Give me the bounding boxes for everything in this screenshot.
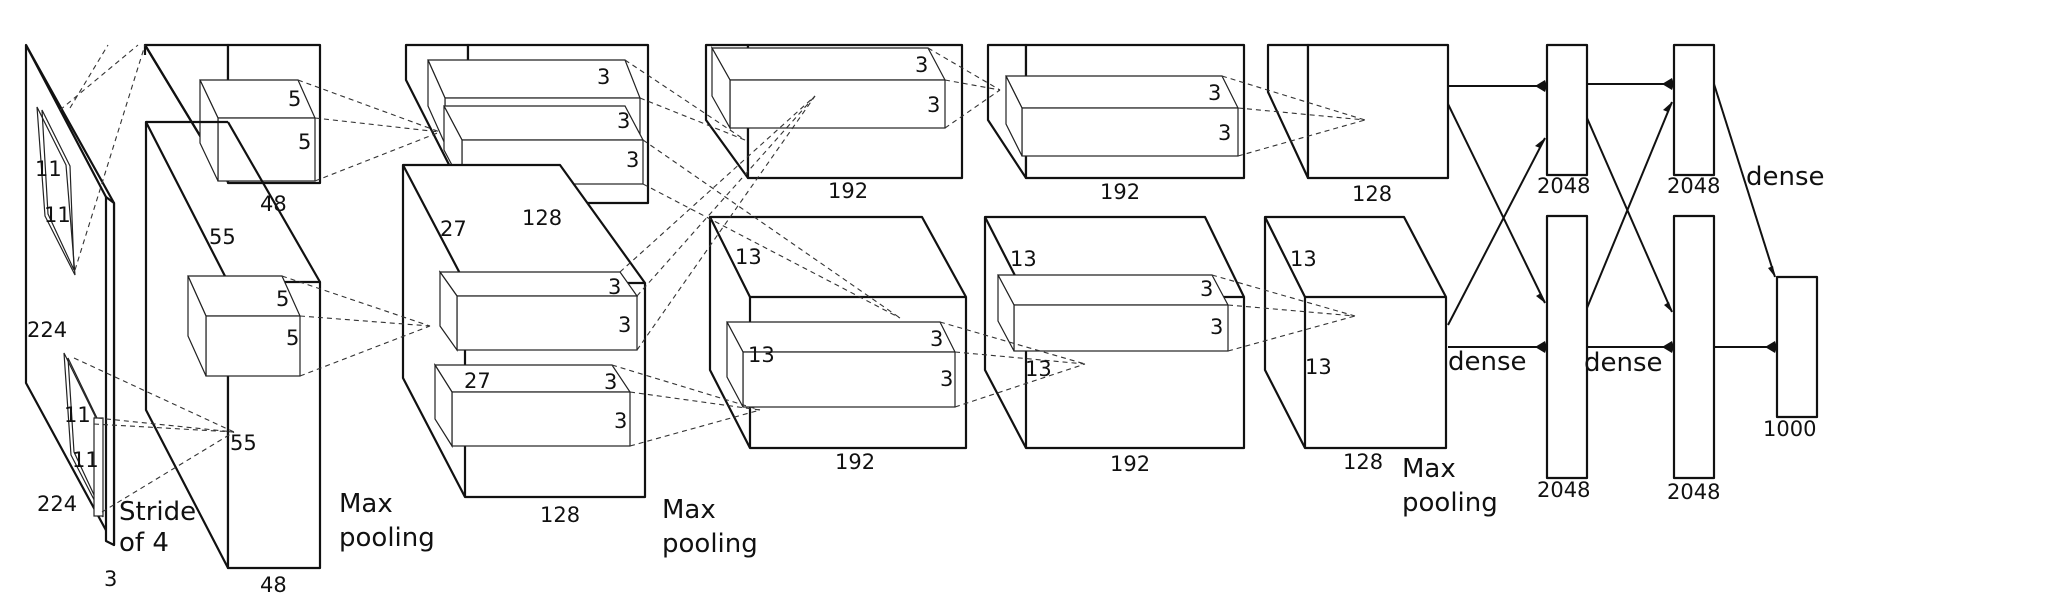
conv2-depth-top: 128 — [522, 206, 562, 230]
conv4-k1a: 3 — [1208, 81, 1221, 105]
conv2-k4a: 3 — [614, 409, 627, 433]
conv3-k2a: 3 — [930, 327, 943, 351]
dense-label-fc7: dense — [1584, 348, 1663, 378]
conv1-top-block — [143, 43, 322, 185]
conv4-bottom-block — [983, 215, 1246, 450]
conv5-spatial: 13 — [1290, 247, 1317, 271]
input-channels-label: 3 — [104, 567, 117, 591]
conv2-k3b: 3 — [604, 370, 617, 394]
input-kernel2-h-label: 11 — [64, 403, 91, 427]
conv2-spatial: 27 — [440, 217, 467, 241]
conv2-k1a: 3 — [597, 65, 610, 89]
input-width-label: 224 — [37, 492, 77, 516]
conv3-depth-top: 192 — [828, 179, 868, 203]
output-bar — [1775, 275, 1819, 419]
fc7-bottom-label: 2048 — [1667, 480, 1720, 504]
conv1-depth-bottom: 48 — [260, 573, 287, 597]
conv2-pool-line2: pooling — [662, 529, 758, 559]
receptive-field-lines — [59, 44, 1366, 513]
conv4-k1b: 3 — [1218, 121, 1231, 145]
input-layer — [24, 43, 116, 547]
conv4-top-block — [986, 43, 1246, 180]
conv4-spatial: 13 — [1010, 247, 1037, 271]
conv5-depth-top: 128 — [1352, 182, 1392, 206]
conv3-k1a: 3 — [915, 53, 928, 77]
conv2-bottom-block — [401, 163, 647, 499]
conv2-spatial-bottom: 27 — [464, 369, 491, 393]
conv4-depth-bottom: 192 — [1110, 452, 1150, 476]
fc6-top-label: 2048 — [1537, 174, 1590, 198]
conv1-spatial: 55 — [209, 225, 236, 249]
conv1-bottom-block — [144, 120, 322, 570]
conv3-top-block — [704, 43, 964, 180]
fc7-top-bar — [1672, 43, 1716, 177]
conv2-k2b: 3 — [608, 275, 621, 299]
conv5-top-block — [1266, 43, 1450, 180]
fc6-bottom-label: 2048 — [1537, 478, 1590, 502]
stride-label-line2: of 4 — [119, 528, 169, 558]
input-kernel-h-label: 11 — [35, 157, 62, 181]
conv3-k2b: 3 — [940, 367, 953, 391]
conv5-pool-line2: pooling — [1402, 488, 1498, 518]
conv3-spatial: 13 — [735, 245, 762, 269]
conv3-bottom-block — [708, 215, 968, 450]
fc7-top-label: 2048 — [1667, 174, 1720, 198]
conv1-kernel-top-b: 5 — [298, 130, 311, 154]
conv4-k2b: 3 — [1210, 315, 1223, 339]
conv2-k1b: 3 — [617, 109, 630, 133]
conv4-k2a: 3 — [1200, 277, 1213, 301]
fc6-top-bar — [1545, 43, 1589, 177]
conv2-pool-line1: Max — [662, 495, 716, 525]
conv1-pool-line2: pooling — [339, 523, 435, 553]
input-height-label: 224 — [27, 318, 67, 342]
input-kernel2-w-label: 11 — [72, 448, 99, 472]
labels: 11 11 224 11 11 224 Stride of 4 3 5 5 48… — [27, 53, 1825, 597]
conv5-bottom-block — [1263, 215, 1448, 450]
dense-label-output: dense — [1746, 162, 1825, 192]
output-label: 1000 — [1763, 417, 1816, 441]
stride-label-line1: Stride — [119, 497, 196, 527]
conv1-pool-line1: Max — [339, 489, 393, 519]
conv5-spatial-inner: 13 — [1305, 355, 1332, 379]
fc6-bottom-bar — [1545, 214, 1589, 480]
conv1-kernel-bot-a: 5 — [276, 287, 289, 311]
dense-arrows — [1447, 78, 1777, 353]
input-kernel-w-label: 11 — [44, 203, 71, 227]
conv4-spatial-inner: 13 — [1025, 357, 1052, 381]
dense-label-fc6: dense — [1448, 347, 1527, 377]
conv1-kernel-top-a: 5 — [288, 87, 301, 111]
conv1-spatial-bottom: 55 — [230, 431, 257, 455]
fc7-bottom-bar — [1672, 214, 1716, 480]
conv5-pool-line1: Max — [1402, 454, 1456, 484]
conv3-spatial-inner: 13 — [748, 343, 775, 367]
conv4-depth-top: 192 — [1100, 180, 1140, 204]
conv2-depth-bottom: 128 — [540, 503, 580, 527]
conv2-k3a: 3 — [618, 313, 631, 337]
conv1-depth-top: 48 — [260, 192, 287, 216]
conv2-k2a: 3 — [626, 148, 639, 172]
conv1-kernel-bot-b: 5 — [286, 326, 299, 350]
conv5-depth-bottom: 128 — [1343, 450, 1383, 474]
conv3-depth-bottom: 192 — [835, 450, 875, 474]
conv3-k1b: 3 — [927, 93, 940, 117]
